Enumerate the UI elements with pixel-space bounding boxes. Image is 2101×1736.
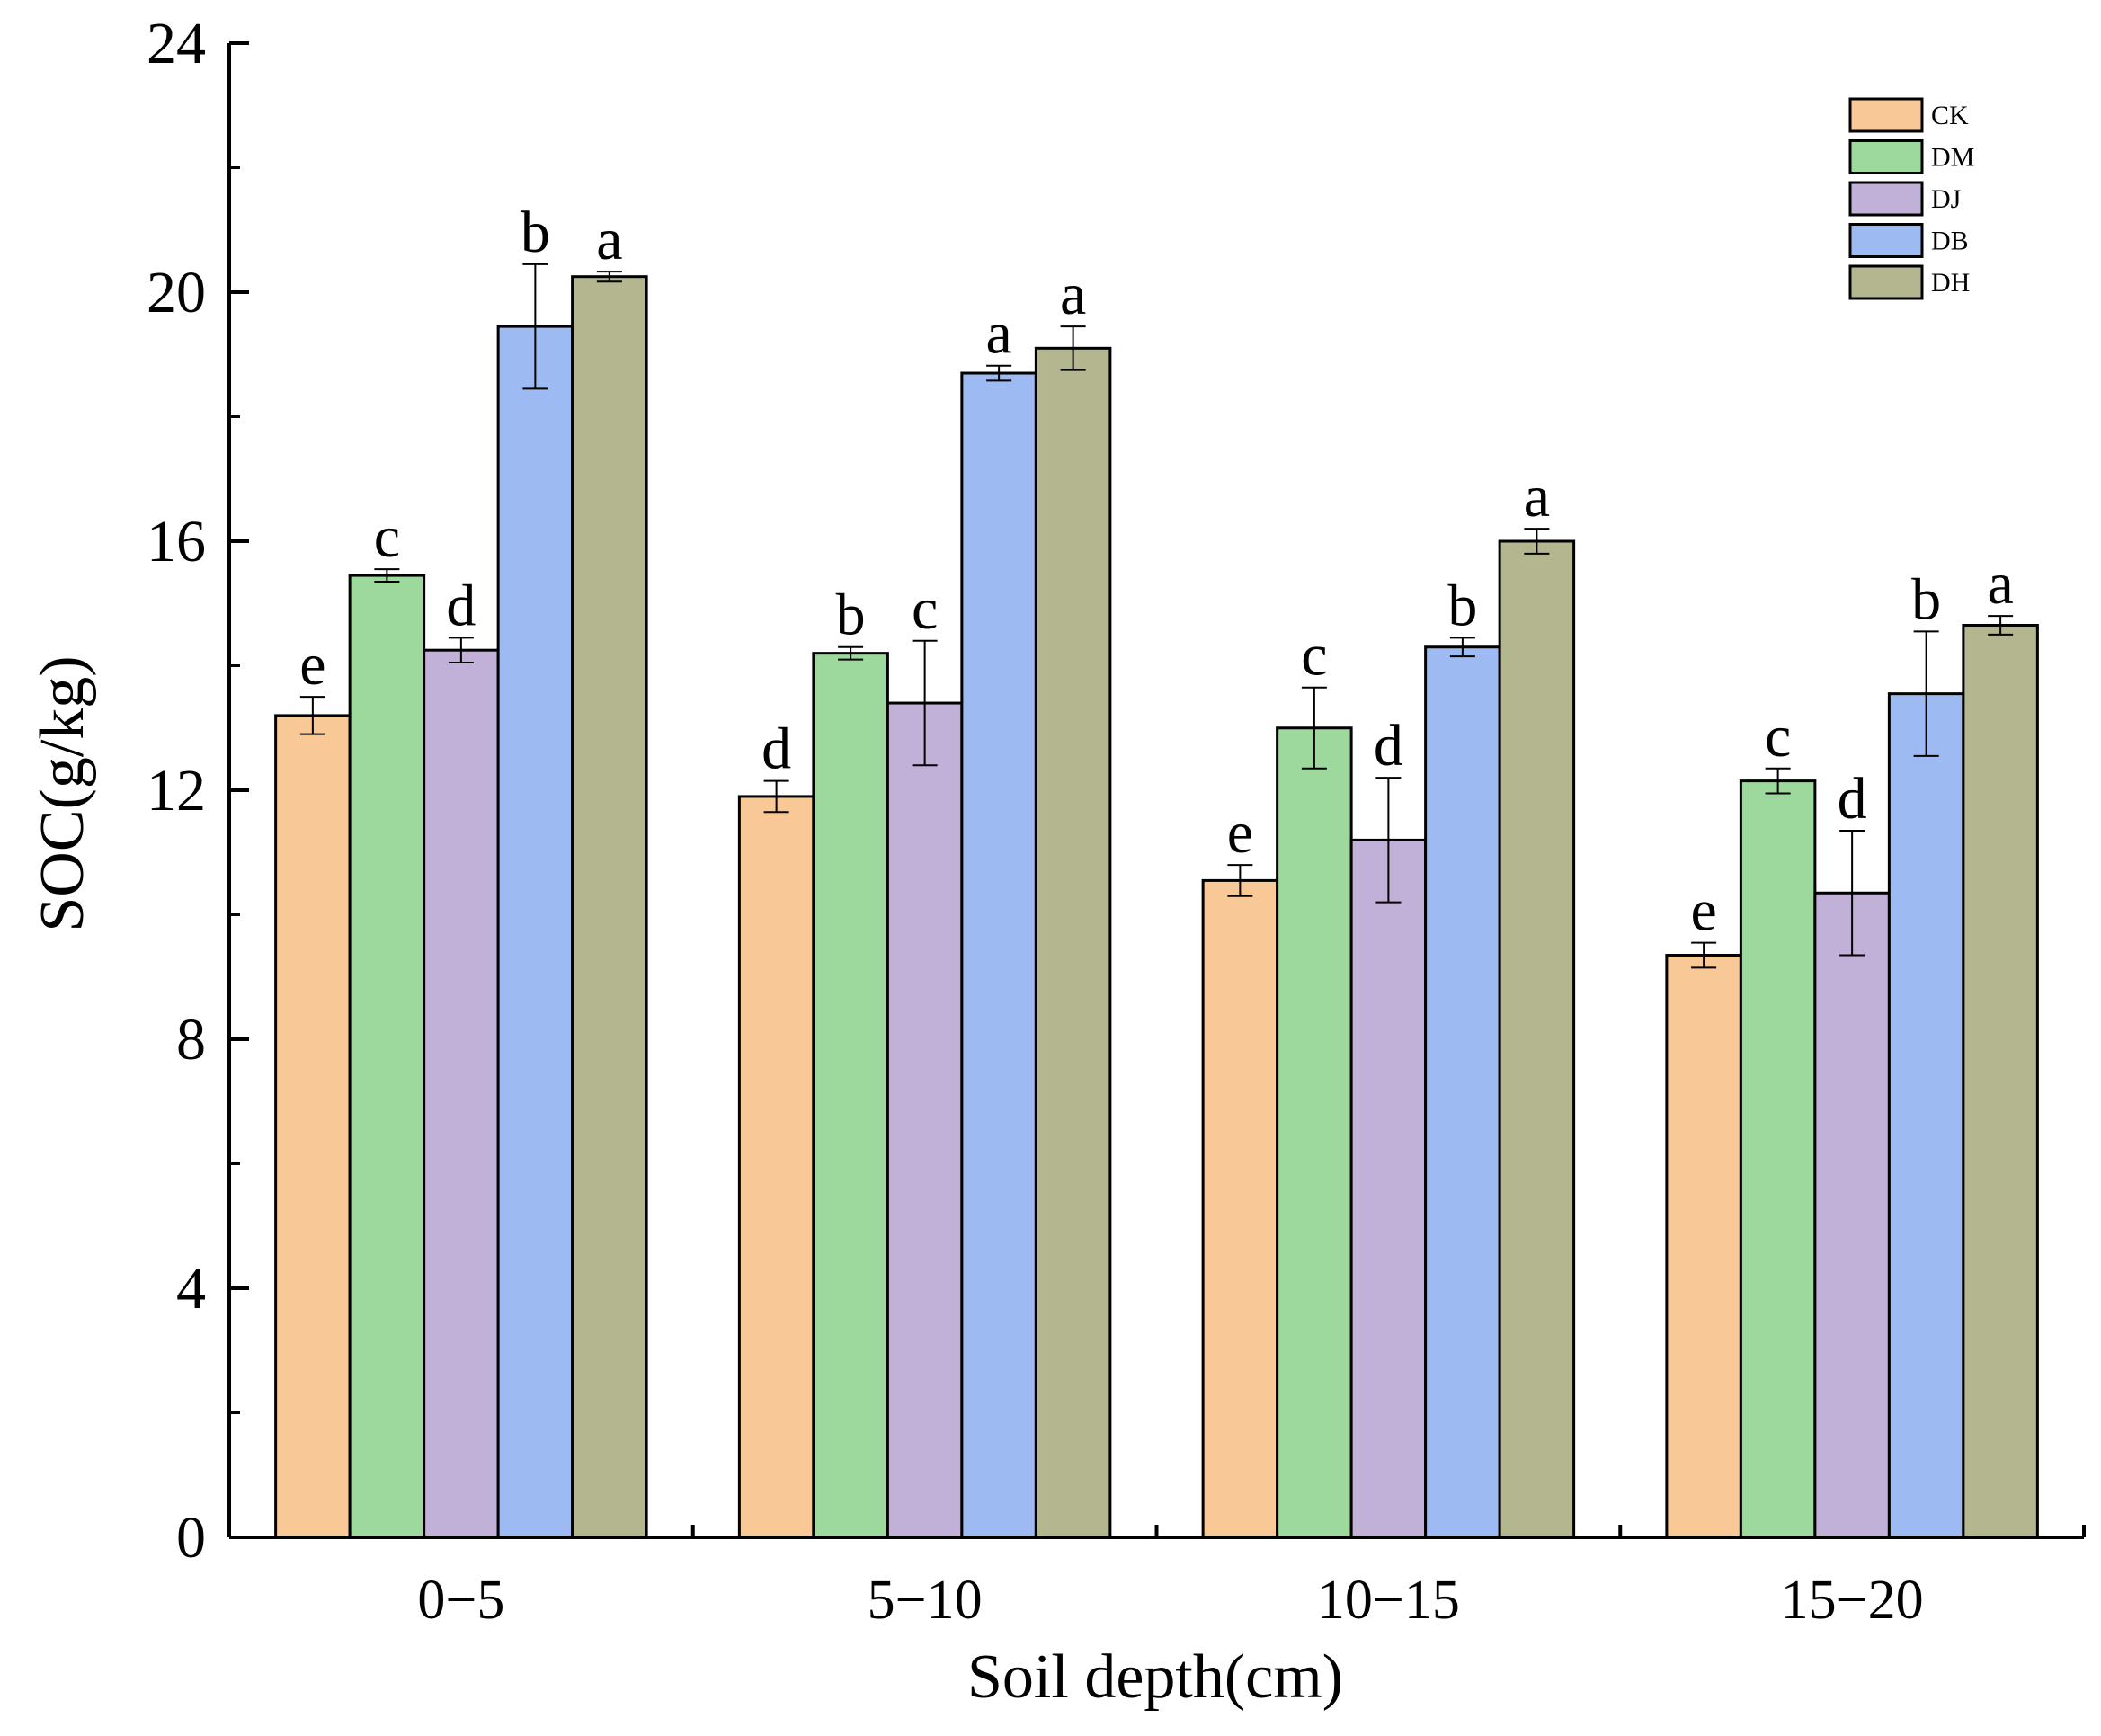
x-categories-layer: 0−5 5−10 10−15 15−20 [417, 1570, 1923, 1631]
significance-letter-db-2: b [1447, 573, 1477, 638]
legend-label-dh: DH [1931, 268, 1970, 298]
bar-ck-3 [1665, 954, 1742, 1539]
y-tick-label-6: 24 [147, 11, 206, 76]
significance-letter-ck-1: d [761, 717, 791, 782]
bar-dj-1 [886, 701, 964, 1539]
significance-letter-dj-2: d [1374, 713, 1403, 779]
y-tick-label-2: 8 [176, 1007, 206, 1073]
y-tick-label-0: 0 [176, 1505, 206, 1571]
significance-letter-dh-2: a [1524, 464, 1550, 530]
bar-dh-3 [1962, 623, 2039, 1539]
bar-ck-2 [1201, 878, 1279, 1539]
significance-letter-ck-2: e [1227, 800, 1253, 866]
significance-letter-dh-1: a [1060, 262, 1086, 327]
error-bar-dj-2 [1375, 777, 1402, 904]
significance-letter-dm-2: c [1301, 623, 1327, 689]
significance-letter-db-3: b [1911, 566, 1941, 632]
error-bar-ck-2 [1227, 864, 1253, 897]
error-bar-dj-0 [448, 637, 474, 664]
significance-letter-ck-3: e [1690, 878, 1716, 944]
legend-swatch-dj [1848, 181, 1924, 217]
legend-swatch-ck [1848, 97, 1924, 133]
significance-letter-dj-0: d [446, 573, 476, 638]
bar-dh-1 [1034, 346, 1112, 1539]
legend-label-ck: CK [1931, 101, 1969, 130]
error-bar-dh-0 [596, 271, 622, 283]
x-tick-label-2: 10−15 [1317, 1570, 1460, 1631]
error-bar-db-2 [1449, 637, 1475, 658]
bar-dh-2 [1498, 539, 1576, 1539]
error-bar-dj-1 [912, 639, 938, 767]
error-bar-ck-0 [299, 696, 325, 735]
error-bar-ck-1 [763, 779, 789, 814]
significance-letter-dj-3: d [1838, 766, 1867, 832]
bars-layer [274, 275, 2039, 1539]
y-tick-label-1: 4 [176, 1256, 206, 1322]
bar-ck-1 [737, 795, 815, 1539]
error-bar-dm-3 [1765, 767, 1791, 795]
significance-letter-ck-0: e [299, 632, 325, 698]
significance-letter-dh-0: a [596, 207, 622, 272]
error-bars-layer [299, 263, 2014, 969]
x-axis-title: Soil depth(cm) [967, 1643, 1343, 1712]
error-bar-ck-3 [1691, 941, 1717, 969]
error-bar-dm-0 [374, 568, 400, 583]
legend-label-db: DB [1931, 227, 1969, 256]
bar-dm-3 [1739, 779, 1817, 1539]
bar-dj-0 [423, 648, 500, 1539]
y-axis-title: SOC(g/kg) [28, 655, 97, 931]
significance-letter-dm-0: c [374, 504, 400, 570]
bar-dm-1 [812, 652, 889, 1539]
x-tick-label-1: 5−10 [868, 1570, 983, 1631]
significance-letter-db-0: b [521, 200, 550, 265]
significance-letter-dj-1: c [912, 576, 938, 642]
significance-letter-dm-3: c [1765, 704, 1791, 770]
bar-db-0 [496, 325, 574, 1539]
legend: CK DM DJ DB DH [1848, 97, 1974, 300]
error-bar-dm-2 [1301, 686, 1327, 770]
y-tick-label-3: 12 [147, 758, 206, 823]
legend-swatch-db [1848, 223, 1924, 258]
bar-db-1 [960, 371, 1037, 1539]
bar-dh-0 [571, 275, 648, 1539]
y-tick-label-5: 20 [147, 260, 206, 325]
x-tick-label-0: 0−5 [417, 1570, 504, 1631]
legend-swatch-dh [1848, 264, 1924, 300]
legend-label-dj: DJ [1931, 184, 1962, 214]
y-ticks-layer: 0 4 8 12 16 20 24 [147, 11, 249, 1571]
bar-dj-2 [1349, 838, 1428, 1539]
error-bar-dh-1 [1060, 325, 1086, 371]
error-bar-db-1 [986, 364, 1012, 382]
error-bar-dh-3 [1988, 615, 2014, 636]
bar-dj-3 [1813, 891, 1891, 1539]
bar-db-2 [1424, 645, 1501, 1539]
error-bar-db-3 [1913, 630, 1939, 757]
legend-label-dm: DM [1931, 143, 1974, 173]
y-tick-label-4: 16 [147, 509, 206, 574]
bar-dm-0 [348, 574, 426, 1539]
significance-letter-db-1: a [985, 301, 1011, 367]
x-tick-label-3: 15−20 [1781, 1570, 1924, 1631]
legend-swatch-dm [1848, 139, 1924, 174]
bar-dm-2 [1276, 726, 1353, 1539]
error-bar-dh-2 [1524, 528, 1550, 555]
error-bar-db-0 [522, 263, 548, 390]
error-bar-dj-3 [1839, 830, 1865, 957]
bar-db-3 [1887, 692, 1965, 1539]
bar-ck-0 [274, 714, 352, 1539]
error-bar-dm-1 [838, 645, 864, 661]
significance-letter-dh-3: a [1987, 551, 2013, 617]
significance-letter-dm-1: b [836, 583, 866, 648]
